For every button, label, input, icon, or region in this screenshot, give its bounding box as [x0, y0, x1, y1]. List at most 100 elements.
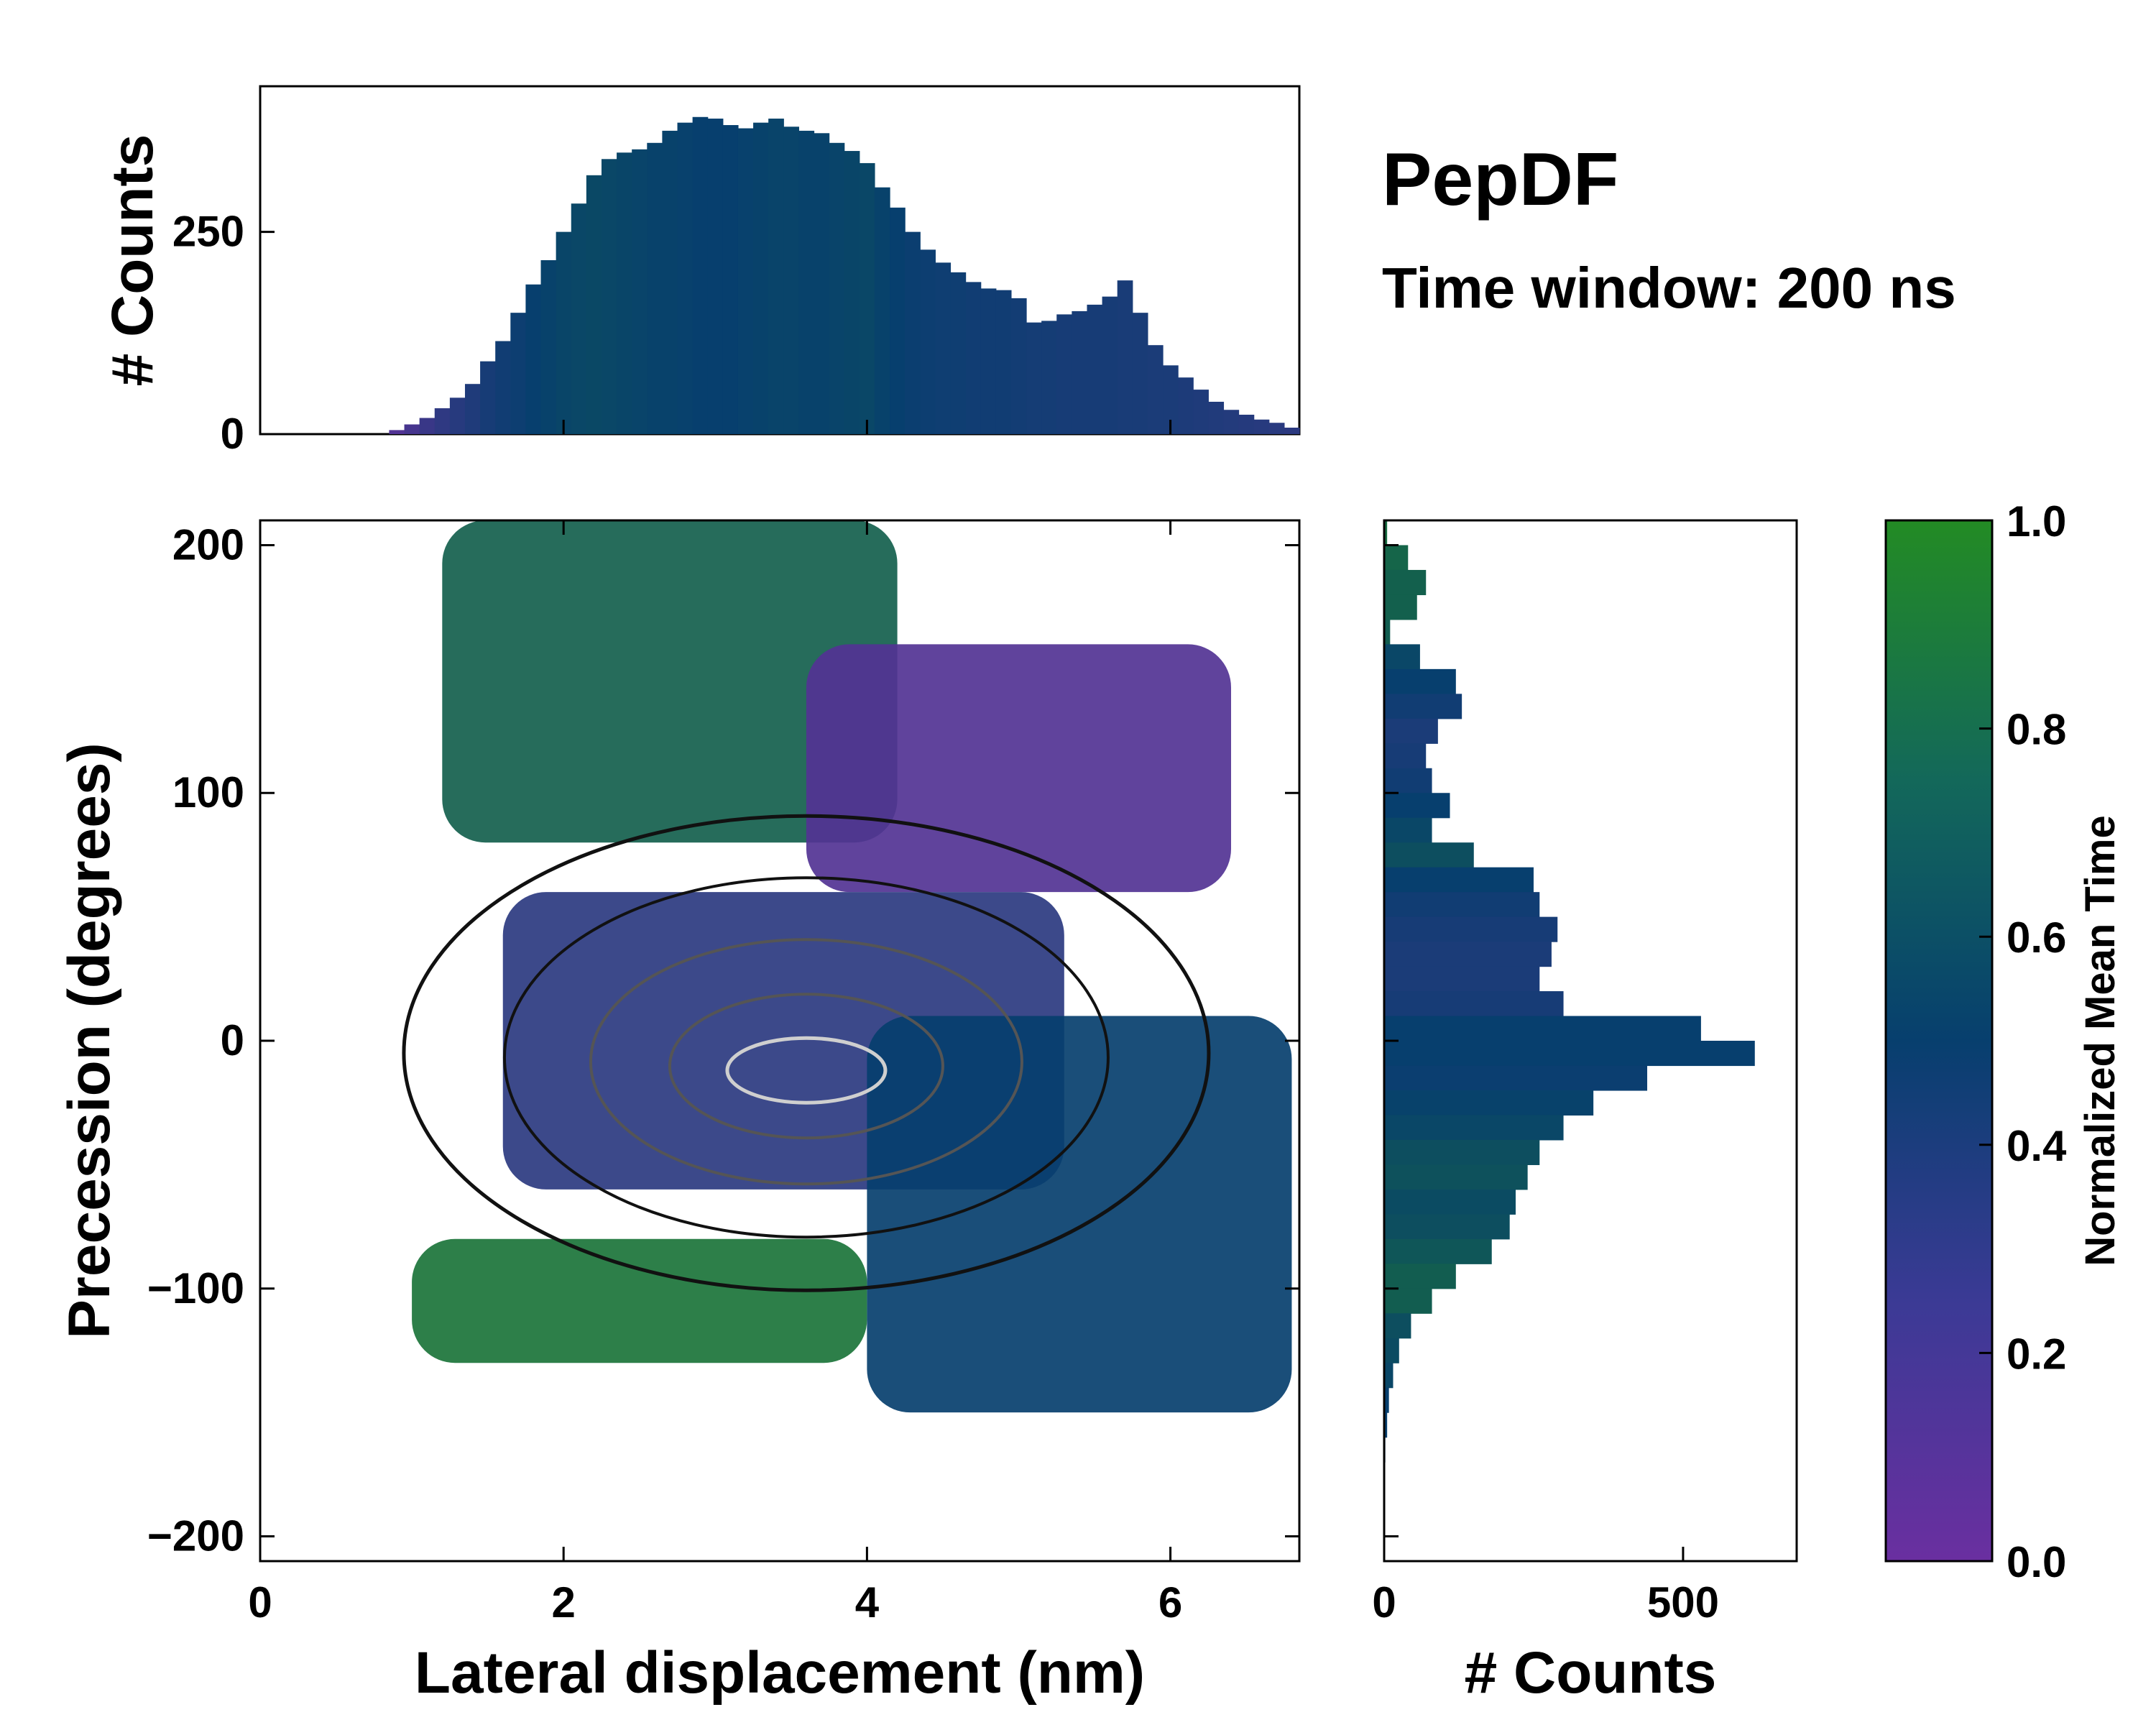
x-marginal-bar: [798, 130, 815, 434]
x-marginal-bar: [829, 142, 845, 434]
y-tick-label: 100: [172, 768, 244, 816]
x-marginal-bar: [677, 122, 694, 434]
x-marginal-ylabel: # Counts: [100, 134, 165, 387]
y-marginal-bar: [1384, 619, 1391, 645]
y-marginal-bar: [1384, 1139, 1540, 1165]
y-marginal-bar: [1384, 1065, 1648, 1091]
y-marginal-bar: [1384, 644, 1420, 670]
colorbar-label: Normalized Mean Time: [2077, 815, 2124, 1266]
y-marginal-bar: [1384, 1016, 1701, 1041]
y-marginal-x-tick-label: 0: [1372, 1578, 1396, 1627]
x-marginal-ticks: 0 250: [172, 208, 1172, 458]
y-marginal-bar: [1384, 520, 1388, 546]
density-contour-3: [589, 938, 1023, 1186]
joint-ylabel: Precession (degrees): [57, 742, 122, 1339]
x-marginal-bar: [1117, 280, 1133, 434]
x-marginal-bar: [389, 430, 405, 434]
y-marginal-bar: [1384, 942, 1552, 967]
y-marginal-bar: [1384, 1189, 1516, 1215]
x-marginal-bar: [1010, 298, 1027, 434]
y-marginal-bar: [1384, 768, 1432, 794]
x-marginal-bar: [980, 288, 997, 434]
density-contour-1: [402, 814, 1211, 1292]
x-tick-label: 0: [248, 1578, 272, 1627]
x-marginal-bars: [389, 116, 1300, 435]
x-marginal-bar: [692, 116, 709, 434]
y-marginal-bar: [1384, 743, 1427, 769]
x-tick-label: 6: [1158, 1578, 1182, 1627]
colorbar: 0.0 0.2 0.4 0.6 0.8 1.0 Normalized Mean Time: [1884, 497, 2124, 1586]
x-marginal-bar: [419, 418, 436, 434]
y-marginal-bar: [1384, 991, 1564, 1017]
x-marginal-bar: [995, 290, 1012, 434]
y-marginal-ticks: 0 500: [1372, 543, 1719, 1627]
x-marginal-bar: [814, 133, 830, 434]
x-tick-label: 4: [855, 1578, 880, 1627]
x-marginal-bar: [632, 149, 648, 434]
y-marginal-bar: [1384, 966, 1540, 992]
y-tick-label: −100: [147, 1264, 244, 1312]
x-marginal-bar: [449, 397, 466, 434]
y-marginal-bar: [1384, 1412, 1388, 1438]
x-marginal-bar: [1238, 414, 1255, 434]
y-marginal-bar: [1384, 867, 1534, 893]
colorbar-tick-label: 0.8: [2007, 706, 2066, 754]
x-marginal-bar: [1268, 423, 1285, 434]
x-marginal-bar: [920, 249, 936, 434]
x-marginal-bar: [510, 313, 527, 434]
y-marginal-bar: [1384, 1090, 1594, 1116]
y-marginal-bars: [1384, 520, 1755, 1463]
x-marginal-bar: [890, 207, 906, 434]
x-marginal-bar: [647, 142, 663, 434]
y-marginal-bar: [1384, 1387, 1389, 1413]
density-contour-4: [668, 993, 944, 1140]
x-marginal-bar: [1178, 377, 1194, 434]
x-marginal-bar: [737, 128, 754, 435]
x-marginal-bar: [1163, 365, 1179, 434]
x-marginal-bar: [495, 341, 511, 434]
joint-xlabel: Lateral displacement (nm): [415, 1640, 1145, 1706]
y-marginal-bar: [1384, 842, 1474, 868]
x-marginal-bar: [571, 203, 587, 434]
x-marginal-bar: [722, 125, 739, 435]
y-marginal-bar: [1384, 1115, 1564, 1141]
x-marginal-bar: [859, 162, 875, 434]
heatmap-region-lower-left: [412, 1238, 867, 1363]
x-marginal-bar: [768, 119, 784, 434]
x-marginal-bar: [707, 119, 724, 434]
heatmap-region-upper-left: [442, 520, 898, 843]
x-marginal-bar: [935, 262, 952, 434]
y-marginal-x-tick-label: 500: [1647, 1578, 1719, 1627]
y-marginal-bar: [1384, 916, 1558, 942]
joint-heatmap: 0 2 4 6 200 100 0 −100 −200 Lateral displacement…: [57, 519, 1301, 1706]
heatmap-region-lower-right: [867, 1016, 1292, 1413]
x-marginal-bar: [844, 151, 860, 434]
x-marginal-bar: [601, 159, 617, 435]
colorbar-tick-label: 0.4: [2007, 1122, 2067, 1170]
figure-title: PepDF: [1382, 138, 1618, 221]
y-marginal-bar: [1384, 1288, 1432, 1314]
colorbar-gradient: [1884, 519, 1994, 1563]
x-marginal-bar: [586, 175, 602, 434]
x-marginal-bar: [662, 130, 678, 434]
density-contours: [402, 814, 1211, 1292]
x-marginal-bar: [480, 361, 496, 434]
density-contour-5: [725, 1036, 888, 1105]
y-marginal-bar: [1384, 1363, 1393, 1389]
x-marginal-bar: [950, 272, 967, 434]
y-marginal-histogram: 0 500 # Counts: [1372, 519, 1798, 1706]
x-marginal-bar: [434, 408, 451, 434]
x-marginal-bar: [1193, 390, 1209, 434]
y-marginal-bar: [1384, 1264, 1456, 1289]
y-tick-label: 200: [172, 520, 244, 569]
y-marginal-bar: [1384, 1238, 1492, 1264]
x-marginal-bar: [556, 231, 572, 434]
y-marginal-bar: [1384, 1164, 1528, 1190]
y-marginal-bar: [1384, 694, 1462, 719]
x-tick-label: 2: [552, 1578, 576, 1627]
colorbar-tick-label: 0.6: [2007, 914, 2066, 962]
x-marginal-bar: [1026, 322, 1042, 434]
heatmap-region-upper-right: [806, 644, 1232, 893]
x-marginal-bar: [965, 282, 982, 434]
y-marginal-bar: [1384, 817, 1432, 843]
